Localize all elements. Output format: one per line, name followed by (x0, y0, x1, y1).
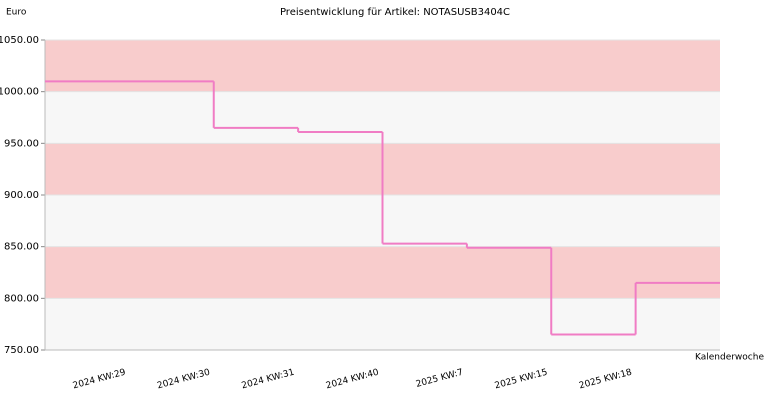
x-tick-label: 2024 KW:40 (325, 368, 380, 392)
band (45, 298, 720, 350)
x-tick-label: 2025 KW:15 (494, 368, 549, 392)
band (45, 40, 720, 92)
y-tick-label: 800.00 (4, 293, 39, 304)
band (45, 246, 720, 299)
y-tick-label: 900.00 (4, 190, 39, 201)
x-tick-label: 2025 KW:7 (415, 368, 464, 390)
chart-title: Preisentwicklung für Artikel: NOTASUSB34… (280, 7, 510, 18)
y-tick-label: 750.00 (4, 345, 39, 356)
x-tick-label: 2024 KW:30 (156, 368, 211, 392)
y-tick-label: 850.00 (4, 242, 39, 253)
y-axis-label: Euro (6, 8, 27, 18)
x-axis-label: Kalenderwoche (695, 353, 764, 363)
x-tick-label: 2025 KW:18 (578, 368, 633, 392)
y-tick-label: 1050.00 (0, 35, 39, 46)
x-tick-label: 2024 KW:29 (72, 368, 127, 392)
y-tick-label: 950.00 (4, 138, 39, 149)
x-tick-label: 2024 KW:31 (241, 368, 296, 392)
y-tick-label: 1000.00 (0, 87, 39, 98)
